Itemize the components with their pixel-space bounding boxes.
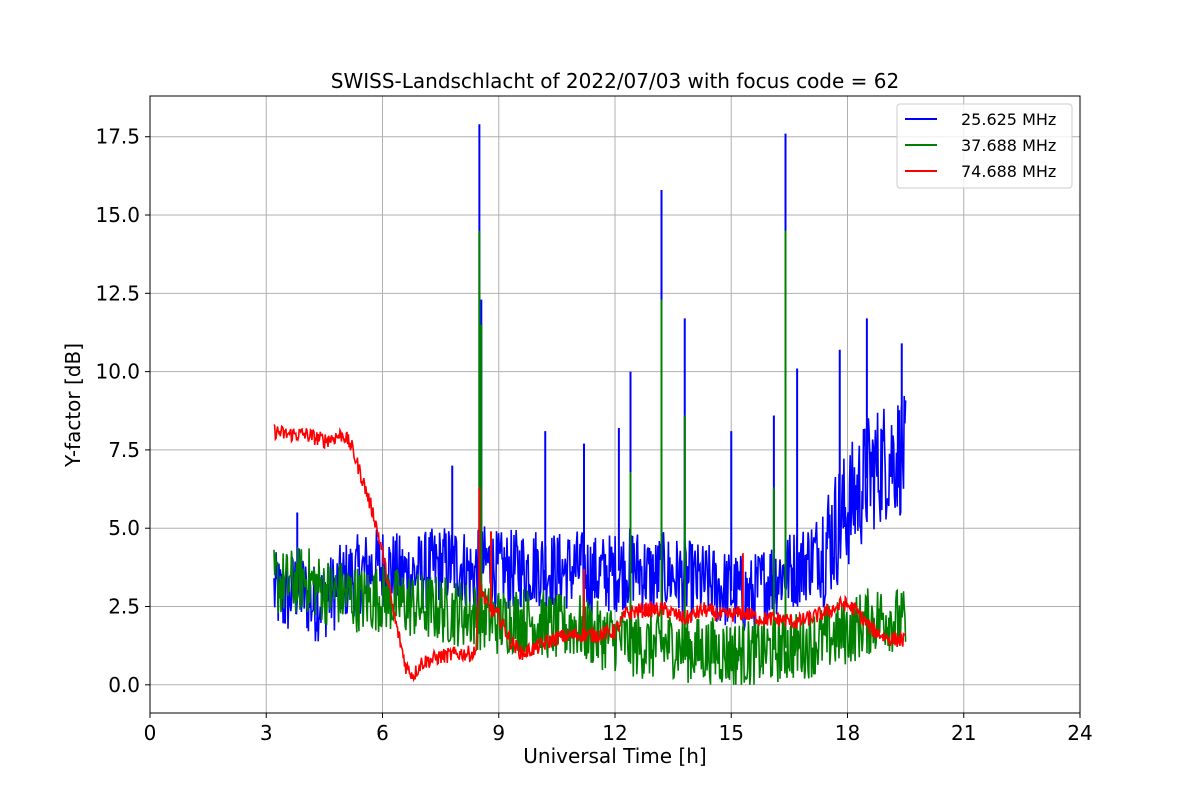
x-tick-label: 0 bbox=[144, 721, 157, 745]
y-tick-label: 0.0 bbox=[108, 673, 140, 697]
legend-label: 37.688 MHz bbox=[961, 136, 1056, 155]
x-tick-label: 24 bbox=[1067, 721, 1092, 745]
y-tick-label: 10.0 bbox=[95, 360, 140, 384]
legend-label: 74.688 MHz bbox=[961, 162, 1056, 181]
legend-box bbox=[896, 103, 1073, 189]
x-axis-label: Universal Time [h] bbox=[523, 744, 706, 768]
x-tick-label: 9 bbox=[492, 721, 505, 745]
axis-ticks: 0 3 6 9 12 15 18 21 24 0.0 2.5 5.0 7.5 10.0 12.5 15.0 17… bbox=[95, 125, 1092, 745]
y-tick-label: 7.5 bbox=[108, 438, 140, 462]
y-tick-label: 5.0 bbox=[108, 516, 140, 540]
x-tick-label: 21 bbox=[951, 721, 976, 745]
grid bbox=[149, 96, 1081, 713]
chart-title: SWISS-Landschlacht of 2022/07/03 with fo… bbox=[331, 69, 899, 93]
legend-label: 25.625 MHz bbox=[961, 110, 1056, 129]
x-tick-label: 3 bbox=[260, 721, 273, 745]
y-tick-label: 12.5 bbox=[95, 281, 140, 305]
x-tick-label: 15 bbox=[719, 721, 744, 745]
y-tick-label: 17.5 bbox=[95, 125, 140, 149]
x-tick-label: 12 bbox=[602, 721, 627, 745]
y-axis-label: Y-factor [dB] bbox=[61, 343, 85, 468]
plot-series bbox=[273, 124, 907, 685]
series-line bbox=[273, 424, 907, 683]
x-tick-label: 6 bbox=[376, 721, 389, 745]
series-25-625-mhz bbox=[273, 124, 907, 642]
y-tick-label: 15.0 bbox=[95, 203, 140, 227]
series-line bbox=[273, 395, 907, 642]
series-74-688-mhz bbox=[273, 424, 907, 683]
legend: 25.625 MHz 37.688 MHz 74.688 MHz bbox=[896, 103, 1073, 189]
x-tick-label: 18 bbox=[835, 721, 860, 745]
y-tick-label: 2.5 bbox=[108, 595, 140, 619]
